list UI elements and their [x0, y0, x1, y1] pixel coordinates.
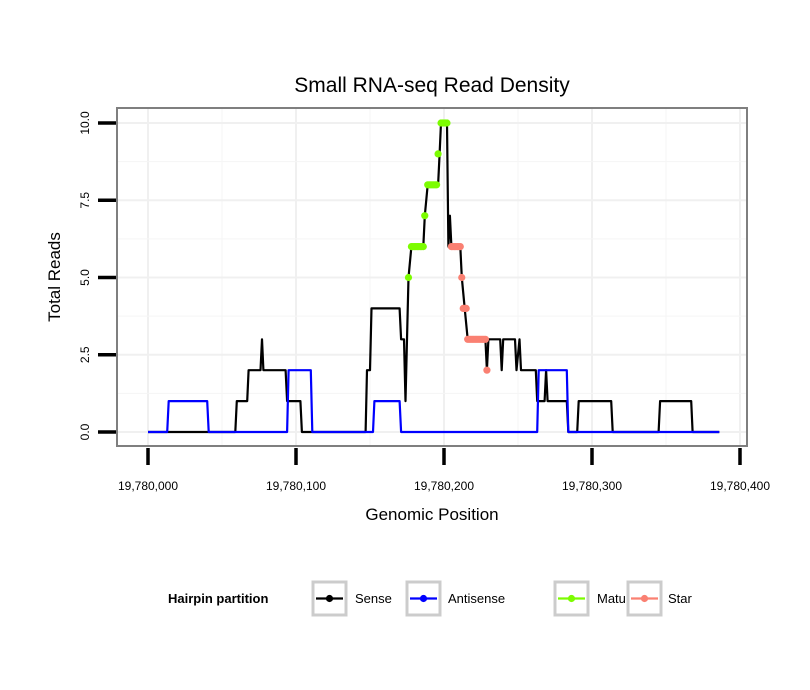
legend-item-sense: Sense: [311, 580, 392, 617]
x-tick-label: 19,780,100: [266, 479, 326, 493]
legend-item-antisense: Antisense: [405, 580, 505, 617]
data-point-star: [456, 243, 464, 251]
y-tick-label: 2.5: [78, 346, 92, 363]
series-line-antisense: [148, 369, 720, 434]
x-axis-title: Genomic Position: [365, 505, 498, 524]
legend-key-point: [567, 594, 576, 603]
legend-title: Hairpin partition: [168, 591, 268, 606]
y-tick-label: 7.5: [78, 192, 92, 209]
x-tick-label: 19,780,400: [710, 479, 770, 493]
legend-key-point: [640, 594, 649, 603]
data-point-mature: [433, 181, 441, 189]
data-point-mature: [443, 119, 451, 127]
x-tick-label: 19,780,300: [562, 479, 622, 493]
data-point-mature: [434, 150, 442, 158]
x-tick-label: 19,780,200: [414, 479, 474, 493]
legend-item-star: Star: [626, 580, 693, 617]
legend-item-mature: Mature: [553, 580, 637, 617]
legend: Hairpin partition Sense Antisense Mature St…: [168, 580, 693, 617]
legend-label: Sense: [355, 591, 392, 606]
data-point-mature: [421, 212, 429, 220]
y-axis: 0.0 2.5 5.0 7.5 10.0: [78, 111, 116, 440]
legend-key-point: [419, 594, 428, 603]
data-point-mature: [404, 273, 413, 282]
x-axis: 19,780,000 19,780,100 19,780,200 19,780,300…: [118, 448, 770, 493]
plot-panel: [116, 107, 748, 447]
data-point-star: [483, 366, 491, 374]
series-points-star: [447, 243, 491, 374]
legend-label: Antisense: [448, 591, 505, 606]
legend-key-point: [325, 594, 334, 603]
legend-label: Star: [668, 591, 693, 606]
data-point-star: [458, 273, 466, 282]
y-axis-title: Total Reads: [45, 232, 64, 322]
y-tick-label: 5.0: [78, 269, 92, 286]
series-antisense: [148, 369, 720, 434]
data-point-star: [481, 335, 490, 343]
chart-title: Small RNA-seq Read Density: [294, 74, 570, 97]
series-layer: [148, 119, 720, 434]
y-tick-label: 0.0: [78, 423, 92, 440]
data-point-mature: [419, 243, 427, 251]
series-points-mature: [404, 119, 451, 282]
x-tick-label: 19,780,000: [118, 479, 178, 493]
y-tick-label: 10.0: [78, 111, 92, 135]
data-point-star: [462, 304, 470, 312]
panel-border: [116, 107, 748, 447]
